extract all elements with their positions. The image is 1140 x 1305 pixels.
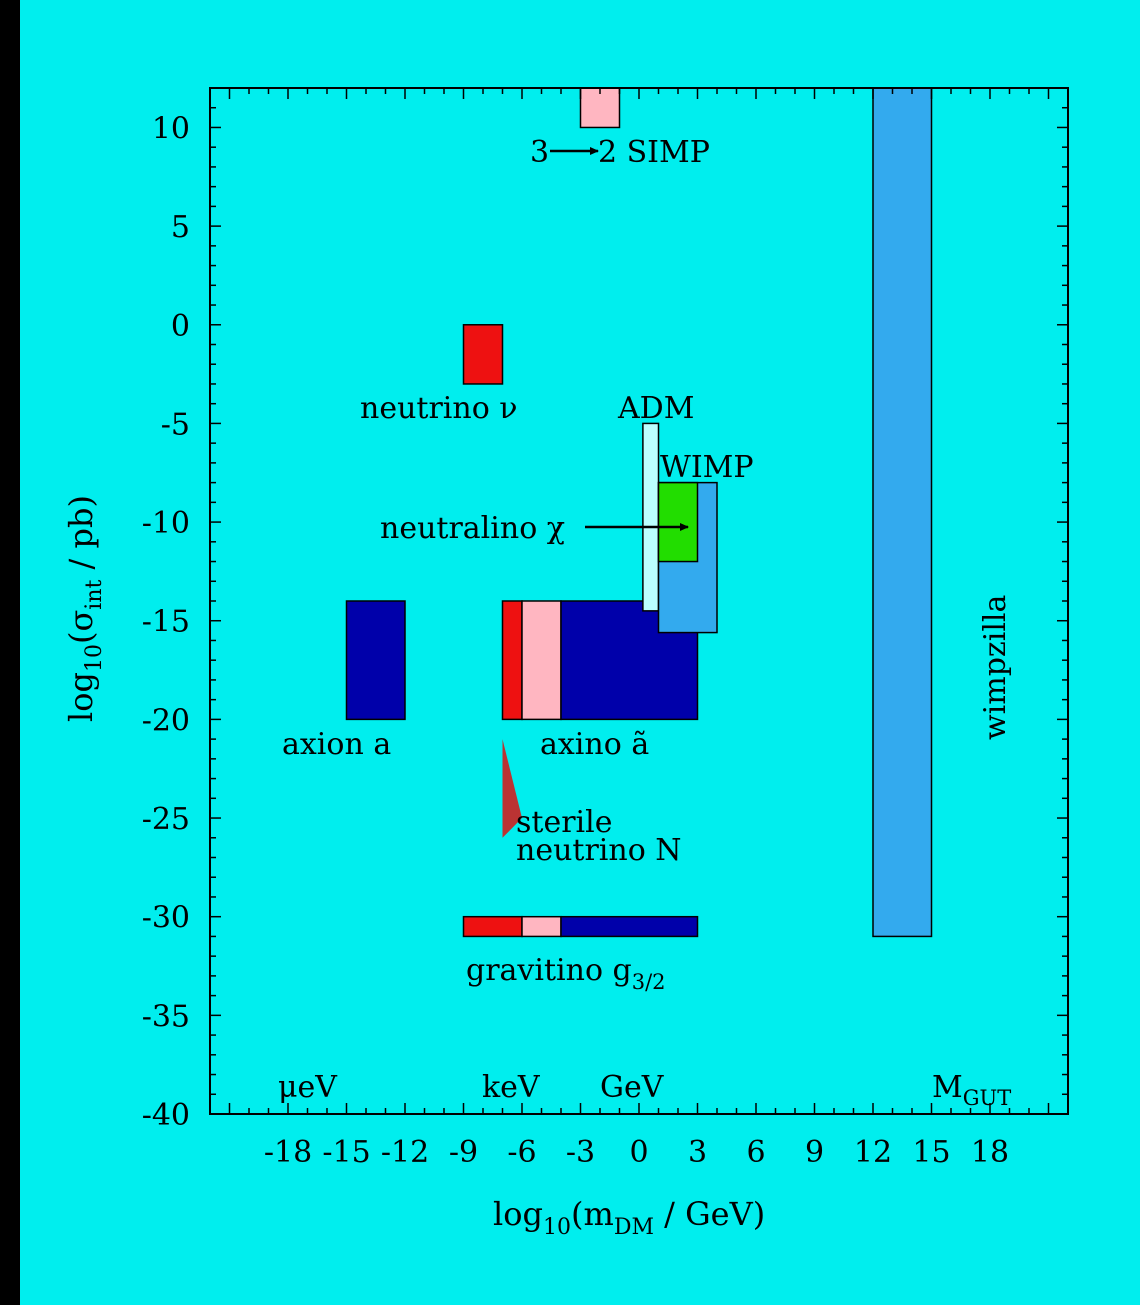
region-11 [560,915,699,938]
region-1 [462,324,504,385]
x-tick-label: 3 [688,1135,707,1170]
annotation-wimp: WIMP [660,450,754,485]
y-axis-label: log10(σint / pb) [62,495,107,722]
annotation-simp-pre: 3 [530,135,549,170]
x-tick-label: 12 [854,1135,892,1170]
region-12 [872,87,933,938]
x-axis-label: log10(mDM / GeV) [493,1195,765,1240]
region-8 [657,481,699,563]
annotation-adm: ADM [617,391,694,426]
x-tick-label: 6 [746,1135,765,1170]
region-9 [462,915,523,938]
annotation-axino: axino ã [540,727,649,762]
y-tick-label: -10 [142,506,190,541]
y-tick-label: 10 [152,111,190,146]
region-4 [521,600,562,721]
annotation-gravitino: gravitino g3/2 [466,953,666,994]
annotation-sterile-1: sterile [516,805,613,840]
annotation-simp-post: 2 SIMP [598,135,710,170]
y-tick-label: -5 [161,407,190,442]
region-10 [521,915,562,938]
x-tick-label: -6 [507,1135,536,1170]
y-tick-label: -25 [142,802,190,837]
x-tick-label: -9 [449,1135,478,1170]
annotation-uev: μeV [278,1070,338,1105]
x-tick-label: 15 [912,1135,950,1170]
x-tick-label: 9 [805,1135,824,1170]
gravitino-sub: 3/2 [632,970,666,994]
x-tick-label: -18 [264,1135,312,1170]
annotation-neutrino: neutrino ν [360,391,518,426]
y-tick-label: -30 [142,901,190,936]
chart-background: -18 -15 -12 -9 -6 -3 0 3 6 9 12 15 18 10 5 0 -5 -10 -15 -20… [20,0,1140,1305]
x-tick-label: -3 [566,1135,595,1170]
annotation-wimpzilla: wimpzilla [978,594,1013,740]
region-2 [345,600,406,721]
region-6 [642,422,660,612]
x-tick-label: -15 [322,1135,370,1170]
y-tick-label: -40 [142,1098,190,1133]
sterile-neutrino-triangle [502,739,522,838]
y-tick-label: 5 [171,210,190,245]
annotation-neutralino: neutralino χ [380,511,565,546]
plot-frame [209,87,1069,1115]
x-tick-label: 18 [971,1135,1009,1170]
mgut-base: M [932,1070,963,1105]
y-tick-label: -35 [142,999,190,1034]
annotation-kev: keV [482,1070,541,1105]
annotation-mgut: MGUT [932,1070,1011,1110]
annotation-sterile-2: neutrino N [516,833,682,868]
x-tick-label: -12 [381,1135,429,1170]
annotation-axion: axion a [282,727,391,762]
chart: -18 -15 -12 -9 -6 -3 0 3 6 9 12 15 181050-5-10-15-20… [62,87,1069,1240]
mgut-sub: GUT [963,1086,1011,1110]
y-tick-label: -20 [142,703,190,738]
region-3 [501,600,523,721]
gravitino-base: gravitino g [466,953,632,988]
annotation-gev: GeV [600,1070,665,1105]
region-0 [579,87,621,129]
x-tick-label: 0 [629,1135,648,1170]
y-tick-label: -15 [142,605,190,640]
y-tick-label: 0 [171,309,190,344]
